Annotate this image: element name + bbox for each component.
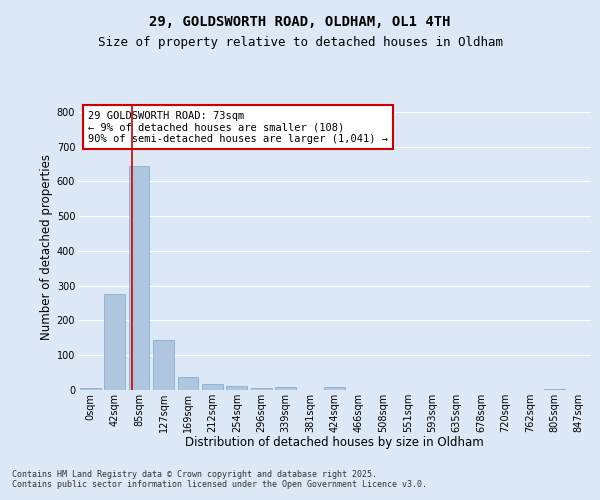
Bar (275, 386, 296, 390)
Y-axis label: Number of detached properties: Number of detached properties (40, 154, 53, 340)
Bar (202, 384, 223, 390)
Text: 29, GOLDSWORTH ROAD, OLDHAM, OL1 4TH: 29, GOLDSWORTH ROAD, OLDHAM, OL1 4TH (149, 16, 451, 30)
Bar (251, 388, 272, 390)
Bar (324, 387, 345, 390)
Text: Contains HM Land Registry data © Crown copyright and database right 2025.
Contai: Contains HM Land Registry data © Crown c… (12, 470, 427, 490)
Bar (178, 378, 199, 390)
Text: 29 GOLDSWORTH ROAD: 73sqm
← 9% of detached houses are smaller (108)
90% of semi-: 29 GOLDSWORTH ROAD: 73sqm ← 9% of detach… (88, 110, 388, 144)
Bar (544, 389, 565, 390)
Bar (104, 294, 125, 390)
Bar (153, 340, 174, 390)
Bar (128, 166, 149, 390)
Bar (80, 388, 101, 390)
Text: Size of property relative to detached houses in Oldham: Size of property relative to detached ho… (97, 36, 503, 49)
Bar (226, 386, 247, 390)
X-axis label: Distribution of detached houses by size in Oldham: Distribution of detached houses by size … (185, 436, 484, 450)
